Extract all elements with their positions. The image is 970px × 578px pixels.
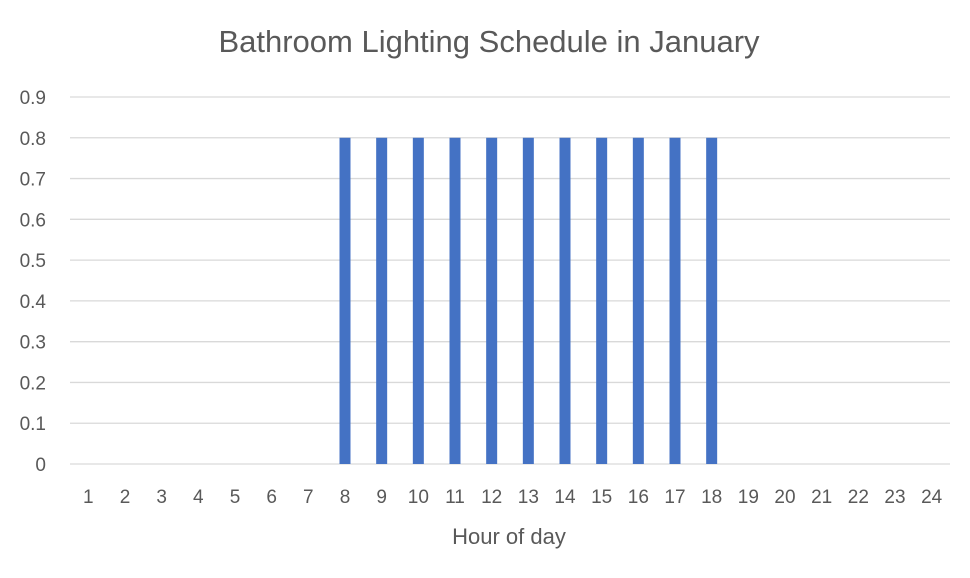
x-tick-label: 13 bbox=[518, 487, 539, 508]
y-tick-label: 0.3 bbox=[20, 333, 46, 354]
x-axis-label: Hour of day bbox=[452, 524, 566, 549]
x-tick-label: 11 bbox=[445, 487, 465, 508]
x-tick-label: 6 bbox=[266, 487, 277, 508]
x-tick-label: 12 bbox=[481, 487, 502, 508]
x-tick-label: 21 bbox=[811, 487, 832, 508]
x-tick-label: 10 bbox=[408, 487, 429, 508]
bar-hour-8 bbox=[339, 137, 351, 464]
bar-hour-11 bbox=[449, 137, 461, 464]
bar-hour-18 bbox=[706, 137, 718, 464]
x-tick-label: 14 bbox=[554, 487, 576, 508]
chart-title: Bathroom Lighting Schedule in January bbox=[218, 24, 760, 59]
bar-hour-14 bbox=[559, 137, 571, 464]
x-tick-label: 22 bbox=[848, 487, 869, 508]
y-tick-label: 0.5 bbox=[20, 251, 46, 272]
x-tick-label: 3 bbox=[156, 487, 167, 508]
y-tick-label: 0.7 bbox=[20, 170, 46, 191]
x-tick-label: 17 bbox=[664, 487, 685, 508]
x-tick-label: 16 bbox=[628, 487, 649, 508]
x-tick-label: 1 bbox=[83, 487, 94, 508]
y-tick-label: 0.8 bbox=[20, 129, 46, 150]
x-tick-label: 9 bbox=[376, 487, 387, 508]
bar-hour-9 bbox=[376, 137, 388, 464]
bar-hour-10 bbox=[412, 137, 424, 464]
x-tick-label: 18 bbox=[701, 487, 722, 508]
x-tick-label: 5 bbox=[230, 487, 241, 508]
x-axis-ticks: 1 2 3 4 5 6 7 8 9 10 11 12 13 14 15 16 17 18 19 20 21 22 23 24 bbox=[83, 487, 943, 508]
x-tick-label: 7 bbox=[303, 487, 314, 508]
y-tick-label: 0.9 bbox=[20, 88, 46, 109]
x-tick-label: 24 bbox=[921, 487, 943, 508]
gridlines bbox=[70, 96, 950, 465]
bar-hour-15 bbox=[596, 137, 608, 464]
bar-hour-12 bbox=[486, 137, 498, 464]
bar-hour-13 bbox=[522, 137, 534, 464]
y-tick-label: 0.1 bbox=[20, 414, 46, 435]
x-tick-label: 23 bbox=[884, 487, 905, 508]
bars bbox=[339, 137, 718, 464]
bar-hour-16 bbox=[632, 137, 644, 464]
y-tick-label: 0.6 bbox=[20, 210, 46, 231]
y-axis-ticks: 0 0.1 0.2 0.3 0.4 0.5 0.6 0.7 0.8 0.9 bbox=[20, 88, 47, 476]
x-tick-label: 2 bbox=[120, 487, 131, 508]
bar-hour-17 bbox=[669, 137, 681, 464]
x-tick-label: 19 bbox=[738, 487, 759, 508]
y-tick-label: 0.4 bbox=[20, 292, 47, 313]
x-tick-label: 4 bbox=[193, 487, 204, 508]
y-tick-label: 0 bbox=[35, 455, 46, 476]
x-tick-label: 20 bbox=[774, 487, 795, 508]
y-tick-label: 0.2 bbox=[20, 373, 46, 394]
x-tick-label: 8 bbox=[340, 487, 351, 508]
x-tick-label: 15 bbox=[591, 487, 612, 508]
